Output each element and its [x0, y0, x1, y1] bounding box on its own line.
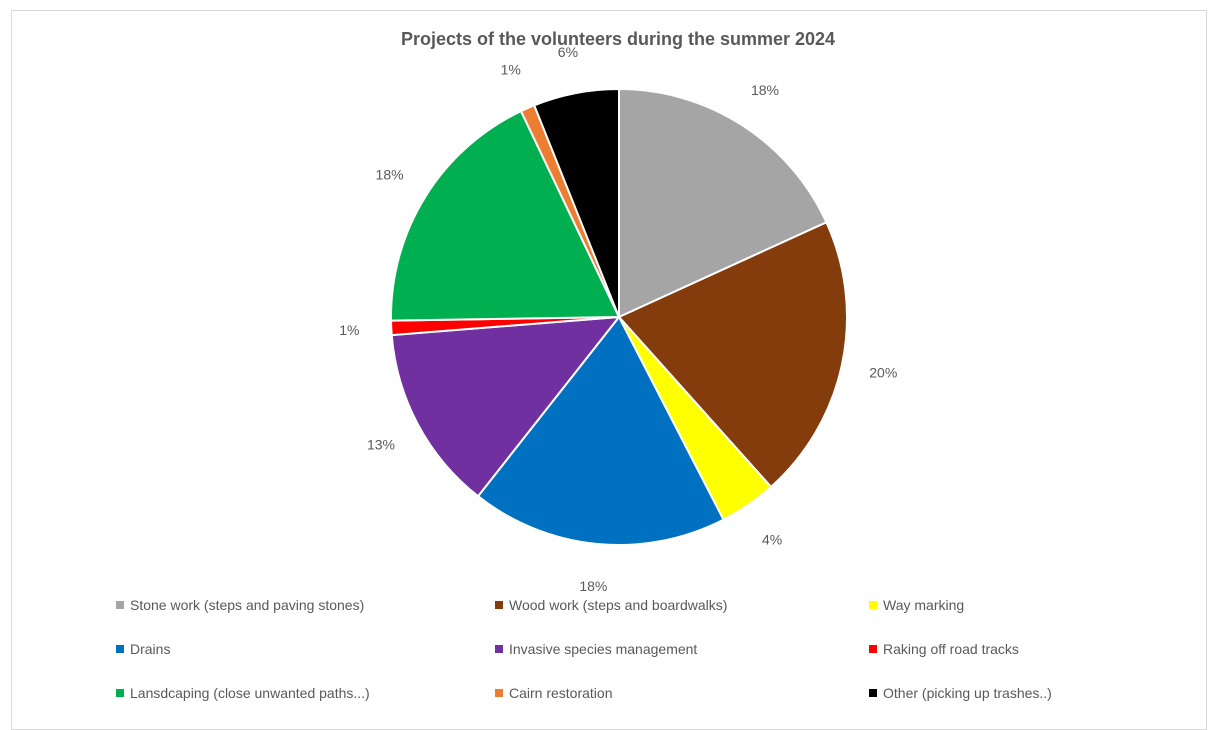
- pie-slice-other-picking-up-trashes: [532, 87, 620, 318]
- data-label-wood-work-steps-and-boardwalks: 20%: [869, 364, 897, 380]
- data-label-lansdcaping-close-unwanted-paths: 18%: [376, 167, 404, 183]
- legend-label: Raking off road tracks: [883, 641, 1019, 657]
- pie-slice-wood-work-steps-and-boardwalks: [617, 220, 848, 489]
- data-label-raking-off-road-tracks: 1%: [339, 322, 359, 338]
- chart-title: Projects of the volunteers during the su…: [400, 29, 836, 49]
- legend-item-other-picking-up-trashes: Other (picking up trashes..): [869, 685, 1052, 701]
- pie-slice-stone-work-steps-and-paving-stones: [618, 87, 828, 319]
- pie-slice-invasive-species-management: [390, 315, 622, 498]
- legend-swatch: [869, 689, 877, 697]
- pie-slice-lansdcaping-close-unwanted-paths: [390, 109, 621, 322]
- legend-item-stone-work-steps-and-paving-stones: Stone work (steps and paving stones): [116, 597, 364, 613]
- legend-label: Lansdcaping (close unwanted paths...): [130, 685, 370, 701]
- legend-swatch: [869, 601, 877, 609]
- data-label-other-picking-up-trashes: 6%: [558, 44, 578, 60]
- legend-label: Other (picking up trashes..): [883, 685, 1052, 701]
- legend-swatch: [495, 601, 503, 609]
- legend-label: Wood work (steps and boardwalks): [509, 597, 728, 613]
- legend-label: Invasive species management: [509, 641, 698, 657]
- legend-item-wood-work-steps-and-boardwalks: Wood work (steps and boardwalks): [495, 597, 727, 613]
- legend-item-raking-off-road-tracks: Raking off road tracks: [869, 641, 1019, 657]
- legend-label: Drains: [130, 641, 171, 657]
- legend-item-way-marking: Way marking: [869, 597, 964, 613]
- data-label-way-marking: 4%: [762, 531, 782, 547]
- legend-swatch: [495, 689, 503, 697]
- data-label-cairn-restoration: 1%: [501, 62, 521, 78]
- data-label-invasive-species-management: 13%: [367, 437, 395, 453]
- legend-label: Stone work (steps and paving stones): [130, 597, 365, 613]
- legend-item-cairn-restoration: Cairn restoration: [495, 685, 613, 701]
- legend-label: Cairn restoration: [509, 685, 613, 701]
- legend-item-lansdcaping-close-unwanted-paths: Lansdcaping (close unwanted paths...): [116, 685, 370, 701]
- legend-swatch: [495, 645, 503, 653]
- legend-swatch: [116, 689, 124, 697]
- data-label-stone-work-steps-and-paving-stones: 18%: [751, 82, 779, 98]
- data-label-drains: 18%: [579, 578, 607, 594]
- legend-swatch: [116, 601, 124, 609]
- pie-slice-drains: [476, 315, 725, 546]
- legend-label: Way marking: [883, 597, 965, 613]
- legend-swatch: [869, 645, 877, 653]
- legend-item-invasive-species-management: Invasive species management: [495, 641, 697, 657]
- legend-item-drains: Drains: [116, 641, 170, 657]
- legend-swatch: [116, 645, 124, 653]
